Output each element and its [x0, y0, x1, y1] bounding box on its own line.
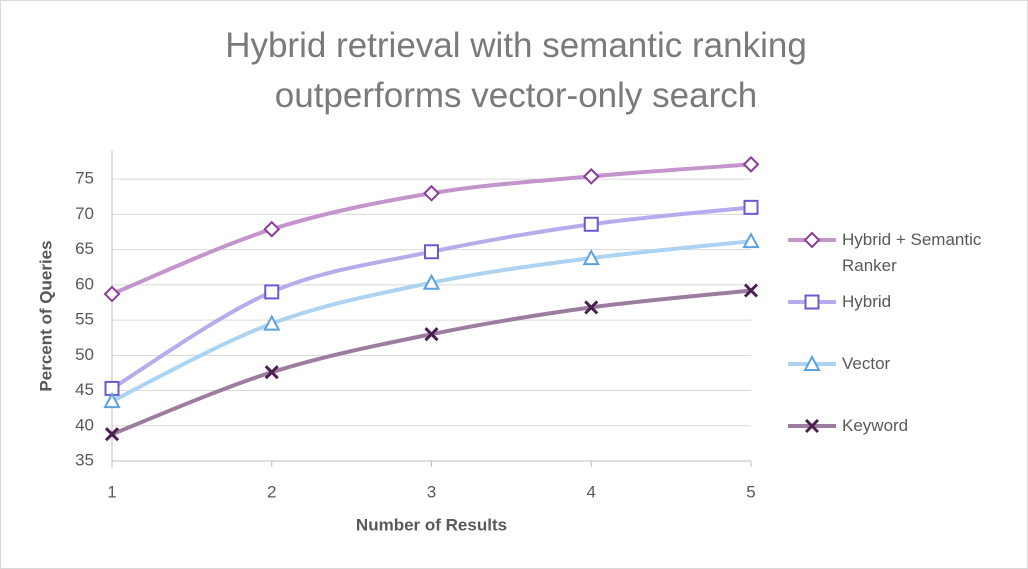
marker — [263, 220, 281, 238]
series-line — [110, 205, 752, 391]
y-tick-label: 40 — [75, 415, 94, 434]
marker — [803, 231, 821, 249]
marker — [264, 365, 279, 380]
marker — [423, 184, 440, 202]
series-line — [111, 288, 752, 437]
marker — [424, 327, 439, 342]
y-tick-label: 55 — [75, 310, 94, 329]
legend-swatch — [788, 418, 836, 434]
y-axis-label: Percent of Queries — [36, 240, 55, 391]
marker — [804, 294, 820, 310]
y-tick-label: 70 — [75, 204, 94, 223]
x-tick-label: 4 — [587, 482, 596, 501]
y-tick-label: 60 — [75, 274, 94, 293]
marker — [103, 285, 121, 303]
marker — [803, 354, 821, 371]
marker — [742, 155, 760, 173]
legend-swatch — [788, 231, 836, 249]
legend-item: Hybrid — [786, 285, 1026, 347]
legend-swatch — [788, 294, 836, 310]
legend-swatch — [788, 354, 836, 371]
marker — [582, 167, 600, 185]
y-tick-label: 65 — [75, 239, 94, 258]
y-tick-label: 50 — [75, 345, 94, 364]
marker — [582, 248, 600, 266]
x-tick-label: 3 — [427, 482, 436, 501]
marker — [583, 216, 599, 232]
legend-label: Hybrid + Semantic Ranker — [842, 230, 982, 275]
marker — [422, 273, 441, 290]
legend-item: Vector — [786, 347, 1026, 409]
legend-label: Hybrid — [842, 292, 892, 311]
legend-label: Keyword — [842, 416, 909, 435]
x-tick-label: 1 — [107, 482, 116, 501]
marker — [743, 199, 759, 215]
marker — [263, 314, 281, 331]
marker — [804, 418, 820, 434]
y-tick-label: 35 — [75, 450, 94, 469]
legend-item: Hybrid + Semantic Ranker — [786, 223, 1026, 285]
x-tick-label: 2 — [267, 482, 276, 501]
marker — [584, 300, 599, 315]
marker — [264, 284, 280, 300]
marker — [104, 427, 120, 442]
y-tick-label: 45 — [75, 380, 94, 399]
marker — [742, 232, 760, 249]
marker — [103, 392, 121, 409]
y-tick-label: 75 — [75, 169, 94, 188]
x-axis-label: Number of Results — [356, 515, 507, 534]
marker — [743, 283, 759, 298]
marker — [424, 244, 439, 260]
legend-label: Vector — [842, 354, 891, 373]
series-line — [111, 239, 752, 403]
chart-title: Hybrid retrieval with semantic ranking o… — [225, 26, 807, 115]
x-tick-label: 5 — [746, 482, 755, 501]
legend: Hybrid + Semantic Ranker Hybrid Vector Keyw… — [786, 223, 1026, 471]
legend-item: Keyword — [786, 409, 1026, 471]
